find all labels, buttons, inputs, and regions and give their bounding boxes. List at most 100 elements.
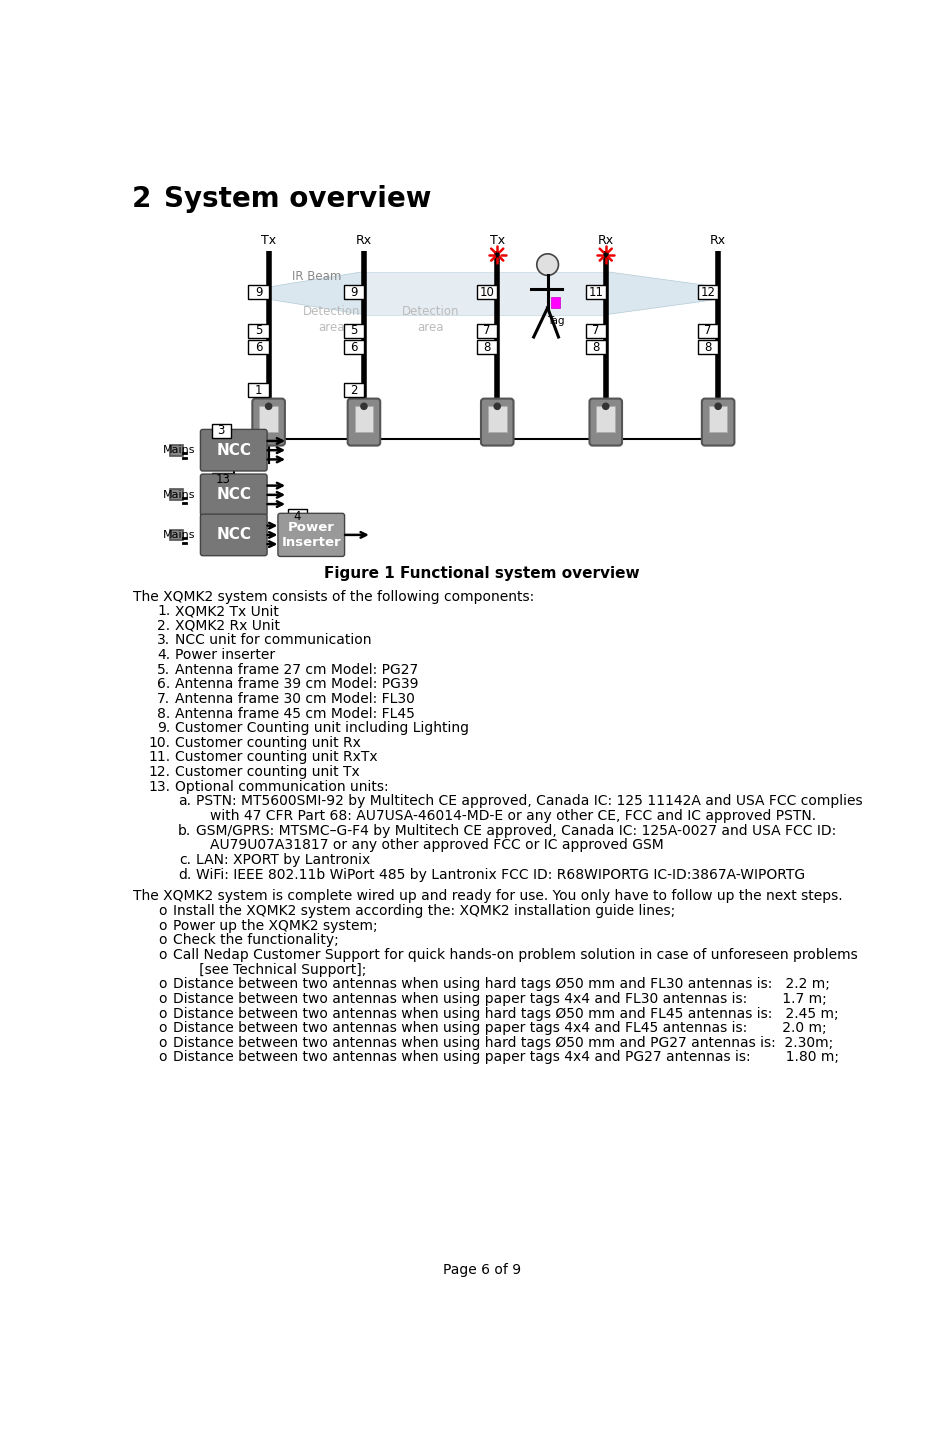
Text: Customer counting unit Tx: Customer counting unit Tx xyxy=(175,765,360,779)
Text: Distance between two antennas when using paper tags 4x4 and FL45 antennas is:   : Distance between two antennas when using… xyxy=(173,1021,827,1035)
FancyBboxPatch shape xyxy=(248,285,269,300)
Circle shape xyxy=(361,403,367,410)
Text: Tx: Tx xyxy=(261,235,276,248)
Text: 9.: 9. xyxy=(157,721,170,736)
FancyBboxPatch shape xyxy=(354,405,373,433)
Text: Customer Counting unit including Lighting: Customer Counting unit including Lightin… xyxy=(175,721,469,736)
FancyBboxPatch shape xyxy=(248,384,269,397)
Text: 12.: 12. xyxy=(149,765,170,779)
Text: Distance between two antennas when using hard tags Ø50 mm and FL30 antennas is: : Distance between two antennas when using… xyxy=(173,977,830,992)
Text: NCC unit for communication: NCC unit for communication xyxy=(175,633,371,647)
Text: LAN: XPORT by Lantronix: LAN: XPORT by Lantronix xyxy=(196,853,370,867)
Text: Customer counting unit RxTx: Customer counting unit RxTx xyxy=(175,750,378,765)
Text: Mains: Mains xyxy=(163,445,195,455)
Text: Distance between two antennas when using hard tags Ø50 mm and FL45 antennas is: : Distance between two antennas when using… xyxy=(173,1006,838,1021)
FancyBboxPatch shape xyxy=(478,285,497,300)
FancyBboxPatch shape xyxy=(200,473,267,515)
Text: Distance between two antennas when using paper tags 4x4 and FL30 antennas is:   : Distance between two antennas when using… xyxy=(173,992,827,1006)
Text: Rx: Rx xyxy=(710,235,727,248)
Text: 10: 10 xyxy=(479,285,494,298)
Text: Figure 1 Functional system overview: Figure 1 Functional system overview xyxy=(324,566,639,582)
Text: 8: 8 xyxy=(592,340,600,353)
Text: 11: 11 xyxy=(588,285,603,298)
Text: o: o xyxy=(159,1021,167,1035)
FancyBboxPatch shape xyxy=(248,324,269,337)
Text: GSM/GPRS: MTSMC–G-F4 by Multitech CE approved, Canada IC: 125A-0027 and USA FCC : GSM/GPRS: MTSMC–G-F4 by Multitech CE app… xyxy=(196,824,836,837)
Text: Mains: Mains xyxy=(163,489,195,500)
FancyBboxPatch shape xyxy=(259,405,278,433)
Text: o: o xyxy=(159,904,167,918)
Circle shape xyxy=(603,403,609,410)
Text: 5: 5 xyxy=(255,324,262,337)
Text: 13: 13 xyxy=(215,473,230,487)
Text: XQMK2 Rx Unit: XQMK2 Rx Unit xyxy=(175,618,280,633)
Text: 3.: 3. xyxy=(157,633,170,647)
Text: 1: 1 xyxy=(255,384,262,397)
FancyBboxPatch shape xyxy=(586,324,605,337)
FancyBboxPatch shape xyxy=(248,340,269,353)
Polygon shape xyxy=(364,272,605,314)
FancyBboxPatch shape xyxy=(212,424,230,437)
Text: o: o xyxy=(159,1006,167,1021)
FancyBboxPatch shape xyxy=(589,398,622,446)
Text: Check the functionality;: Check the functionality; xyxy=(173,934,339,947)
FancyBboxPatch shape xyxy=(278,514,345,556)
Text: o: o xyxy=(159,948,167,961)
Text: o: o xyxy=(159,918,167,933)
Text: 4.: 4. xyxy=(157,649,170,662)
Text: 3: 3 xyxy=(218,424,225,437)
Text: o: o xyxy=(159,1050,167,1064)
Text: Page 6 of 9: Page 6 of 9 xyxy=(443,1263,521,1277)
Text: Install the XQMK2 system according the: XQMK2 installation guide lines;: Install the XQMK2 system according the: … xyxy=(173,904,676,918)
Text: 9: 9 xyxy=(350,285,357,298)
FancyBboxPatch shape xyxy=(551,297,560,308)
Text: XQMK2 Tx Unit: XQMK2 Tx Unit xyxy=(175,604,279,618)
Text: c.: c. xyxy=(180,853,191,867)
Text: 12: 12 xyxy=(700,285,715,298)
Text: Detection
area: Detection area xyxy=(402,304,460,333)
Text: NCC: NCC xyxy=(216,488,251,502)
FancyBboxPatch shape xyxy=(597,405,615,433)
Text: Call Nedap Customer Support for quick hands-on problem solution in case of unfor: Call Nedap Customer Support for quick ha… xyxy=(173,948,858,961)
Text: o: o xyxy=(159,934,167,947)
FancyBboxPatch shape xyxy=(170,445,182,456)
Text: 2: 2 xyxy=(350,384,357,397)
Text: Antenna frame 27 cm Model: PG27: Antenna frame 27 cm Model: PG27 xyxy=(175,663,418,676)
FancyBboxPatch shape xyxy=(170,530,182,540)
Text: Power
Inserter: Power Inserter xyxy=(281,521,341,549)
Text: AU79U07A31817 or any other approved FCC or IC approved GSM: AU79U07A31817 or any other approved FCC … xyxy=(211,838,665,853)
Text: 8: 8 xyxy=(704,340,712,353)
Text: Mains: Mains xyxy=(163,530,195,540)
Circle shape xyxy=(715,403,721,410)
Text: The XQMK2 system consists of the following components:: The XQMK2 system consists of the followi… xyxy=(133,589,534,604)
Text: Customer counting unit Rx: Customer counting unit Rx xyxy=(175,736,361,750)
FancyBboxPatch shape xyxy=(698,285,718,300)
Polygon shape xyxy=(605,272,718,314)
Text: Rx: Rx xyxy=(356,235,372,248)
Text: [see Technical Support];: [see Technical Support]; xyxy=(186,963,366,976)
Text: Antenna frame 45 cm Model: FL45: Antenna frame 45 cm Model: FL45 xyxy=(175,707,415,721)
Circle shape xyxy=(265,403,272,410)
Text: a.: a. xyxy=(178,795,191,808)
Text: Antenna frame 39 cm Model: PG39: Antenna frame 39 cm Model: PG39 xyxy=(175,678,418,691)
Text: Rx: Rx xyxy=(598,235,614,248)
FancyBboxPatch shape xyxy=(488,405,507,433)
FancyBboxPatch shape xyxy=(170,489,182,500)
Text: 13.: 13. xyxy=(149,780,170,794)
Text: 8: 8 xyxy=(483,340,491,353)
Text: NCC: NCC xyxy=(216,527,251,543)
Text: Detection
area: Detection area xyxy=(303,304,361,333)
Text: 11.: 11. xyxy=(149,750,170,765)
Circle shape xyxy=(537,253,558,275)
FancyBboxPatch shape xyxy=(212,472,234,487)
Circle shape xyxy=(494,403,500,410)
Text: Optional communication units:: Optional communication units: xyxy=(175,780,388,794)
FancyBboxPatch shape xyxy=(288,510,306,523)
FancyBboxPatch shape xyxy=(586,340,605,353)
Text: IR Beam: IR Beam xyxy=(292,271,341,284)
Text: b.: b. xyxy=(178,824,191,837)
FancyBboxPatch shape xyxy=(344,384,364,397)
Text: 7: 7 xyxy=(592,324,600,337)
Text: 7: 7 xyxy=(704,324,712,337)
FancyBboxPatch shape xyxy=(481,398,513,446)
